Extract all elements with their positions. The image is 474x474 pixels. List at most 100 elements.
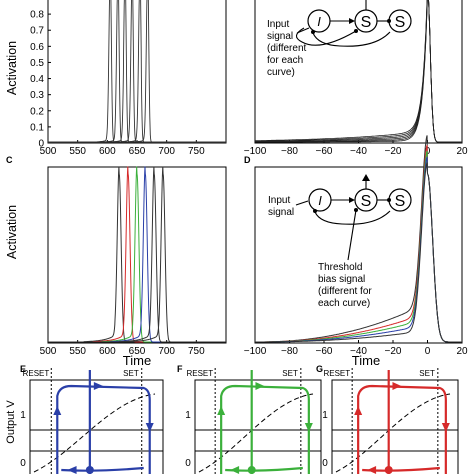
a-ytick-label: 0.8 — [30, 10, 44, 21]
c-xtick-label: 550 — [69, 346, 86, 357]
node-s1-b-label: S — [361, 14, 372, 31]
panel-f-letter: F — [177, 364, 183, 374]
panel-d: D −100 −80 −60 −40 −20 0 20 Time I S S Input s… — [244, 135, 468, 368]
a-series-line — [48, 0, 226, 143]
circuit-diagram-b: I S S Input signal (different for each c… — [267, 0, 412, 78]
panel-f-arrow-down — [304, 423, 313, 432]
node-s2-d-label: S — [395, 193, 406, 210]
panel-g-set-label: SET — [419, 369, 435, 378]
d-series-line — [255, 156, 462, 343]
panel-e-frame — [29, 379, 164, 474]
c-xtick-label: 600 — [99, 346, 116, 357]
panel-e-loop — [56, 384, 151, 474]
panel-b-curves — [255, 0, 462, 143]
panel-g-arrow-right — [392, 382, 402, 390]
panel-g-level-1: 1 — [322, 410, 328, 421]
a-xtick-label: 700 — [158, 146, 175, 157]
panel-g-loop — [357, 384, 447, 474]
panel-f-arrow-left — [230, 466, 240, 474]
d-series-line — [255, 162, 462, 343]
panel-f-sigmoid — [198, 393, 314, 473]
arrow-i-s1-b — [349, 18, 355, 24]
b-series-line — [255, 0, 462, 143]
panel-f-arrow-right — [255, 382, 265, 390]
input-label-b-5: curve) — [267, 67, 295, 78]
panel-f-reset-label: RESET — [186, 369, 213, 378]
panel-c-letter: C — [6, 155, 13, 165]
input-pointer-b — [296, 27, 310, 34]
panel-g-letter: G — [316, 364, 323, 374]
panel-c-xlabel: Time — [123, 353, 151, 368]
panel-e: E Output V RESET SET 1 0 — [5, 364, 164, 474]
panel-c: C 500 550 600 650 700 750 Activation Time — [5, 155, 227, 368]
panel-f-level-1: 1 — [185, 410, 191, 421]
input-label-b-1: Input — [267, 19, 289, 30]
arrow-i-s1-d — [349, 197, 355, 203]
b-xtick-label: −100 — [244, 146, 267, 157]
d-xtick-label: −80 — [281, 346, 298, 357]
panel-f-level-0: 0 — [185, 458, 191, 469]
panel-a-curves — [48, 0, 226, 143]
panel-a-ylabel: Activation — [5, 41, 19, 95]
input-label-d-1: Input — [268, 195, 290, 206]
dot-feedback-d — [313, 209, 317, 213]
a-ytick-label: 0 — [38, 139, 44, 150]
panel-g-arrow-left — [367, 466, 377, 474]
panel-c-curves — [48, 166, 226, 343]
panel-g-sigmoid — [335, 393, 451, 473]
panel-e-arrow-up — [53, 406, 62, 415]
panel-g: G RESET SET 1 0 — [316, 364, 459, 474]
dot-s1-s2-d — [387, 198, 391, 202]
a-ytick-label: 0.2 — [30, 106, 44, 117]
input-label-b-3: (different — [267, 43, 307, 54]
d-xtick-label: −40 — [350, 346, 367, 357]
c-series-line — [48, 166, 226, 343]
d-series-line — [255, 135, 462, 343]
panel-c-ylabel: Activation — [5, 205, 19, 259]
threshold-line-d — [347, 209, 357, 261]
node-s2-b-label: S — [395, 14, 406, 31]
a-xtick-label: 600 — [99, 146, 116, 157]
input-label-b-4: for each — [267, 55, 303, 66]
input-label-b-2: signal — [267, 31, 293, 42]
b-series-line — [255, 0, 462, 143]
panel-g-reset-label: RESET — [323, 369, 350, 378]
c-series-line — [48, 166, 226, 343]
d-xtick-label: 0 — [425, 346, 431, 357]
input-line-d — [295, 200, 309, 206]
b-series-line — [255, 0, 462, 143]
panel-e-arrow-down — [145, 423, 154, 432]
threshold-label-d-1: Threshold — [318, 262, 362, 273]
panel-f-arrow-up — [217, 406, 226, 415]
node-i-d-label: I — [318, 193, 322, 208]
panel-f-frame — [194, 379, 322, 474]
input-label-d-2: signal — [268, 207, 294, 218]
dot-threshold-d — [354, 208, 358, 212]
panel-f-loop — [220, 384, 310, 474]
threshold-label-d-4: each curve) — [318, 298, 370, 309]
a-series-line — [48, 0, 226, 143]
b-xtick-label: −60 — [316, 146, 333, 157]
panel-e-arrow-right — [93, 382, 104, 390]
dot-s1-s2-b — [387, 19, 391, 23]
a-ytick-label: 0.5 — [30, 58, 44, 69]
a-ytick-label: 0.3 — [30, 90, 44, 101]
d-xtick-label: 20 — [456, 346, 468, 357]
a-ytick-label: 0.6 — [30, 42, 44, 53]
panel-d-xlabel: Time — [352, 353, 380, 368]
panel-e-letter: E — [20, 364, 26, 374]
dot-feedback-b — [311, 30, 315, 34]
node-s1-d-label: S — [361, 193, 372, 210]
c-xtick-label: 500 — [40, 346, 57, 357]
panel-e-arrow-left — [67, 466, 77, 474]
a-ytick-label: 0.7 — [30, 26, 44, 37]
c-xtick-label: 650 — [129, 346, 146, 357]
dot-input-b — [354, 29, 358, 33]
circuit-diagram-d: I S S Input signal Threshold bias signal… — [268, 174, 412, 309]
a-ytick-label: 0.4 — [30, 74, 44, 85]
panel-e-set-label: SET — [123, 369, 139, 378]
c-xtick-label: 750 — [188, 346, 205, 357]
threshold-label-d-2: bias signal — [318, 274, 365, 285]
a-xtick-label: 550 — [69, 146, 86, 157]
feedback-loop-b — [312, 31, 391, 47]
